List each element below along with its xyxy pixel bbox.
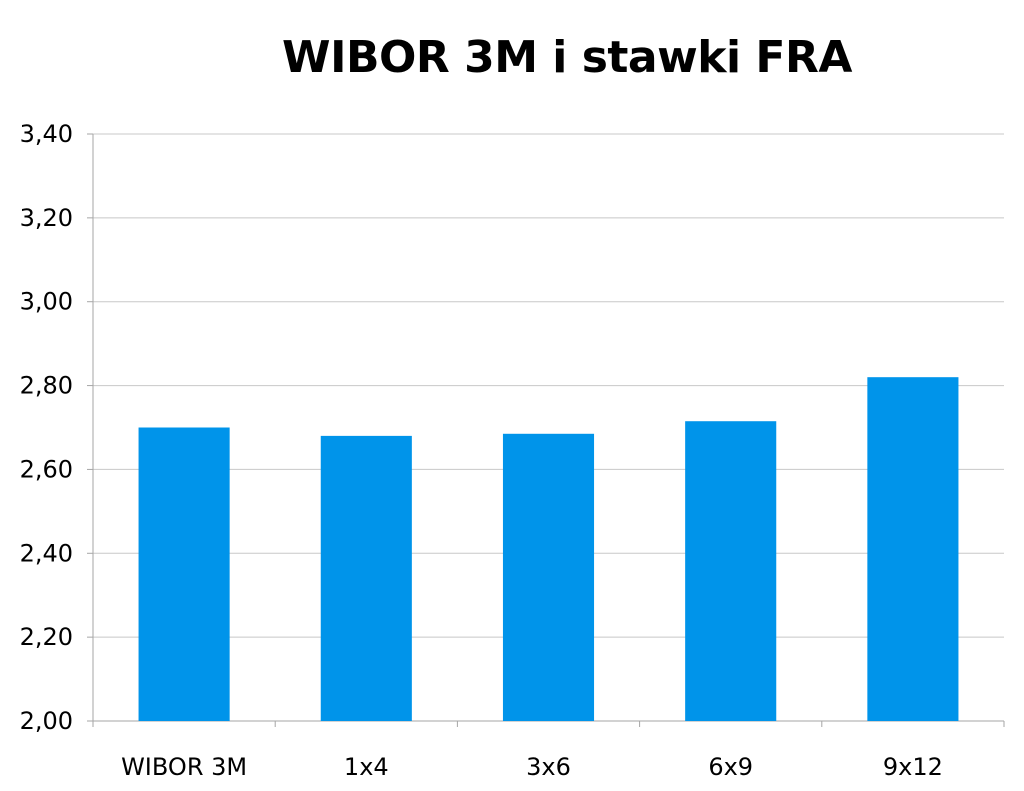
x-category-label: WIBOR 3M bbox=[121, 753, 247, 781]
y-tick-label: 2,40 bbox=[20, 539, 73, 567]
chart-title: WIBOR 3M i stawki FRA bbox=[282, 32, 852, 83]
y-tick-label: 2,80 bbox=[20, 372, 73, 400]
y-tick-labels: 2,00 2,20 2,40 2,60 2,80 3,00 3,20 3,40 bbox=[20, 120, 73, 735]
y-tick-label: 3,20 bbox=[20, 204, 73, 232]
x-category-labels: WIBOR 3M 1x4 3x6 6x9 9x12 bbox=[121, 753, 943, 781]
bar bbox=[867, 377, 959, 721]
x-category-label: 9x12 bbox=[883, 753, 943, 781]
y-tick-label: 2,00 bbox=[20, 707, 73, 735]
x-category-label: 6x9 bbox=[708, 753, 753, 781]
bars bbox=[138, 377, 959, 721]
bar bbox=[685, 421, 777, 721]
bar bbox=[320, 435, 412, 721]
y-tick-label: 2,20 bbox=[20, 623, 73, 651]
bar bbox=[502, 433, 595, 721]
x-category-label: 1x4 bbox=[344, 753, 389, 781]
bar bbox=[138, 427, 230, 721]
x-category-label: 3x6 bbox=[526, 753, 571, 781]
y-tick-label: 2,60 bbox=[20, 455, 73, 483]
y-tick-label: 3,00 bbox=[20, 288, 73, 316]
y-tick-label: 3,40 bbox=[20, 120, 73, 148]
